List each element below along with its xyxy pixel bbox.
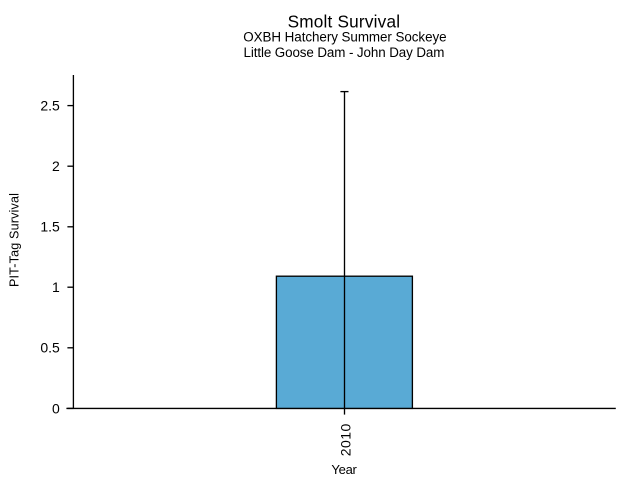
svg-text:2010: 2010 — [337, 423, 353, 456]
svg-text:1.5: 1.5 — [40, 219, 60, 235]
svg-text:0: 0 — [52, 400, 60, 416]
svg-text:2.5: 2.5 — [40, 98, 60, 114]
svg-text:PIT-Tag Survival: PIT-Tag Survival — [7, 193, 21, 287]
svg-text:2: 2 — [52, 158, 60, 174]
svg-text:Year: Year — [331, 462, 357, 477]
svg-text:Smolt Survival: Smolt Survival — [288, 12, 401, 32]
svg-text:OXBH Hatchery Summer Sockeye: OXBH Hatchery Summer Sockeye — [243, 30, 446, 45]
svg-text:1: 1 — [52, 279, 60, 295]
svg-text:Little Goose Dam - John Day Da: Little Goose Dam - John Day Dam — [243, 45, 444, 60]
svg-text:0.5: 0.5 — [40, 340, 60, 356]
